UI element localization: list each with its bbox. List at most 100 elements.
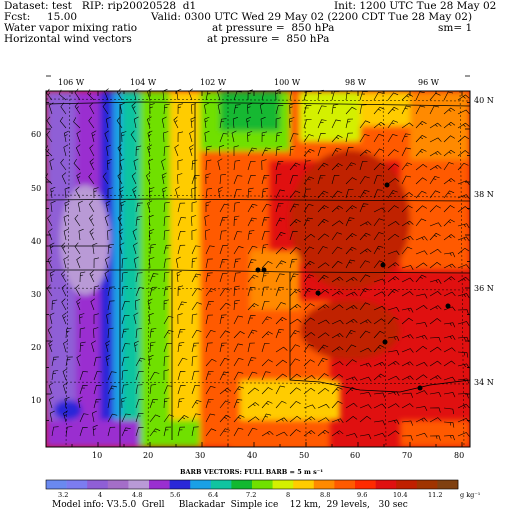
wind-barb bbox=[62, 312, 67, 325]
wind-barb bbox=[345, 217, 355, 227]
header-smoothing: sm= 1 bbox=[438, 22, 473, 34]
colorbar-swatch bbox=[355, 480, 376, 489]
wind-barb bbox=[359, 362, 372, 368]
wind-barb bbox=[121, 301, 130, 311]
wind-barb bbox=[289, 219, 301, 227]
wind-barb bbox=[135, 287, 145, 297]
wind-barb bbox=[429, 305, 442, 311]
wind-barb bbox=[135, 399, 144, 409]
wind-barb bbox=[149, 244, 156, 255]
lat-label: 40 N bbox=[474, 96, 494, 105]
wind-barb bbox=[191, 313, 198, 325]
header-dataset: Dataset: test RIP: rip20020528 d1 bbox=[4, 0, 197, 12]
wind-barb bbox=[331, 260, 343, 269]
wind-barb bbox=[415, 91, 425, 101]
wind-barb bbox=[247, 402, 260, 409]
wind-barb bbox=[135, 357, 146, 367]
wind-barb bbox=[259, 102, 265, 115]
wind-barb bbox=[261, 359, 273, 367]
wind-barb bbox=[105, 200, 111, 213]
wind-barb bbox=[63, 144, 69, 157]
wind-barb bbox=[443, 162, 454, 171]
colorbar-swatch bbox=[416, 480, 438, 489]
wind-barb bbox=[135, 145, 142, 157]
wind-barb bbox=[429, 232, 441, 241]
wind-barb bbox=[303, 359, 315, 367]
model-info: Model info: V3.5.0 Grell Blackadar Simpl… bbox=[52, 500, 408, 510]
y-tick-label: 40 bbox=[31, 237, 42, 246]
wind-barb bbox=[401, 93, 413, 101]
wind-barb bbox=[149, 328, 157, 339]
wind-barb bbox=[303, 160, 311, 171]
wind-barb bbox=[387, 360, 400, 367]
wind-barb bbox=[173, 116, 179, 129]
wind-barb bbox=[177, 301, 187, 311]
wind-barb bbox=[303, 375, 316, 381]
wind-barb bbox=[205, 358, 217, 367]
wind-barb bbox=[75, 144, 81, 157]
wind-barb bbox=[177, 103, 183, 115]
wind-barb bbox=[317, 147, 326, 157]
wind-barb bbox=[275, 189, 285, 199]
wind-barb bbox=[303, 288, 314, 297]
wind-barb bbox=[317, 133, 326, 143]
wind-barb bbox=[205, 342, 213, 353]
colorbar-swatch bbox=[87, 480, 109, 489]
wind-barb bbox=[75, 284, 81, 297]
wind-barb bbox=[163, 426, 172, 437]
header-field-name: Water vapor mixing ratio bbox=[4, 22, 138, 34]
wind-barb bbox=[219, 230, 227, 241]
wind-barb bbox=[373, 291, 386, 297]
wind-barb bbox=[163, 369, 169, 380]
wind-barb bbox=[133, 242, 138, 255]
wind-barb bbox=[429, 105, 440, 115]
wind-barb bbox=[275, 117, 281, 129]
wind-barb bbox=[233, 299, 240, 311]
wind-barb bbox=[102, 172, 109, 185]
colorbar-unit: g kg⁻¹ bbox=[460, 491, 481, 499]
wind-barb bbox=[387, 250, 400, 256]
wind-barb bbox=[275, 302, 286, 311]
wind-barb bbox=[177, 342, 185, 353]
wind-barb bbox=[359, 120, 371, 129]
wind-barb bbox=[177, 202, 186, 213]
wind-barb bbox=[134, 299, 141, 311]
wind-barb bbox=[59, 116, 67, 129]
wind-barb bbox=[233, 427, 244, 437]
wind-barb bbox=[387, 190, 398, 199]
wind-barb bbox=[275, 417, 288, 423]
wind-barb bbox=[204, 214, 210, 227]
wind-barb bbox=[303, 104, 312, 115]
wind-barb bbox=[331, 304, 344, 311]
wind-barb bbox=[415, 417, 428, 423]
wind-barb bbox=[443, 135, 455, 143]
wind-barb bbox=[233, 386, 244, 395]
wind-barb bbox=[105, 340, 111, 353]
wind-barb bbox=[219, 357, 230, 367]
wind-barb bbox=[401, 334, 414, 339]
colorbar-label: 11.2 bbox=[428, 491, 443, 499]
wind-barb bbox=[443, 121, 456, 129]
wind-barb bbox=[373, 344, 385, 353]
wind-barb bbox=[76, 354, 82, 367]
wind-barb bbox=[429, 337, 441, 343]
colorbar-label: 9.6 bbox=[357, 491, 368, 499]
wind-barb bbox=[457, 223, 470, 229]
wind-barb bbox=[401, 435, 413, 441]
wind-barb bbox=[74, 88, 81, 101]
wind-barb bbox=[149, 229, 155, 241]
wind-barb bbox=[359, 319, 372, 325]
wind-barb bbox=[163, 385, 173, 395]
wind-barb bbox=[49, 270, 55, 283]
wind-barb bbox=[457, 418, 470, 423]
wind-barb bbox=[93, 327, 99, 339]
wind-barb bbox=[373, 305, 386, 311]
wind-barb bbox=[247, 187, 254, 199]
wind-barb bbox=[289, 358, 301, 367]
wind-barb bbox=[373, 91, 384, 101]
wind-barb bbox=[205, 258, 213, 269]
wind-barb bbox=[191, 426, 199, 437]
wind-barb bbox=[205, 201, 211, 212]
wind-barb bbox=[331, 386, 343, 395]
wind-barb bbox=[247, 203, 258, 213]
